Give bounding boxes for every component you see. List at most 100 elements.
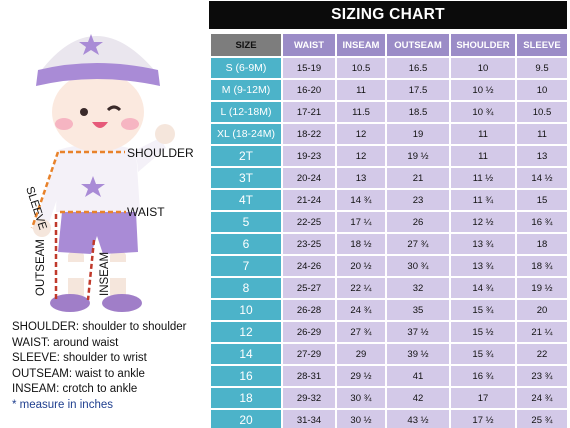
cell-sleeve: 13 [517,146,567,166]
cell-sleeve: 25 ¾ [517,410,567,428]
cell-inseam: 11.5 [337,102,385,122]
cell-size: 14 [211,344,281,364]
cell-size: 12 [211,322,281,342]
cell-inseam: 10.5 [337,58,385,78]
table-row: 20 31-34 30 ½ 43 ½ 17 ½ 25 ¾ [211,410,567,428]
cell-sleeve: 20 [517,300,567,320]
cell-shoulder: 13 ¾ [451,234,515,254]
head [36,36,160,152]
cell-size: 16 [211,366,281,386]
cap-star-icon [79,34,103,55]
header-inseam: INSEAM [337,34,385,56]
legend-inseam: INSEAM: crotch to ankle [12,383,138,395]
table-body: S (6-9M) 15-19 10.5 16.5 10 9.5 M (9-12M) 16-20… [211,58,567,428]
cell-inseam: 18 ½ [337,234,385,254]
table-row: M (9-12M) 16-20 11 17.5 10 ½ 10 [211,80,567,100]
cell-sleeve: 10 [517,80,567,100]
cell-shoulder: 11 [451,146,515,166]
table-row: 6 23-25 18 ½ 27 ¾ 13 ¾ 18 [211,234,567,254]
cell-sleeve: 23 ¾ [517,366,567,386]
table-row: S (6-9M) 15-19 10.5 16.5 10 9.5 [211,58,567,78]
cell-waist: 19-23 [283,146,335,166]
cell-size: M (9-12M) [211,80,281,100]
cell-waist: 25-27 [283,278,335,298]
sizing-chart-title: SIZING CHART [209,1,567,29]
table-row: 12 26-29 27 ¾ 37 ½ 15 ½ 21 ¼ [211,322,567,342]
cell-shoulder: 15 ½ [451,322,515,342]
cell-waist: 20-24 [283,168,335,188]
header-sleeve: SLEEVE [517,34,567,56]
table-row: 2T 19-23 12 19 ½ 11 13 [211,146,567,166]
cell-size: 3T [211,168,281,188]
cell-shoulder: 17 ½ [451,410,515,428]
cell-shoulder: 17 [451,388,515,408]
cell-shoulder: 15 ¾ [451,344,515,364]
table-row: 3T 20-24 13 21 11 ½ 14 ½ [211,168,567,188]
header-waist: WAIST [283,34,335,56]
cell-shoulder: 16 ¾ [451,366,515,386]
table-row: XL (18-24M) 18-22 12 19 11 11 [211,124,567,144]
table-row: 10 26-28 24 ¾ 35 15 ¾ 20 [211,300,567,320]
table-row: 5 22-25 17 ¼ 26 12 ½ 16 ¾ [211,212,567,232]
cell-inseam: 14 ¾ [337,190,385,210]
cell-sleeve: 19 ½ [517,278,567,298]
cell-outseam: 17.5 [387,80,449,100]
cell-outseam: 23 [387,190,449,210]
legend-outseam: OUTSEAM: waist to ankle [12,367,145,380]
cell-sleeve: 15 [517,190,567,210]
shirt-star-icon [81,176,105,197]
cell-inseam: 13 [337,168,385,188]
cell-sleeve: 10.5 [517,102,567,122]
measure-lines [30,150,126,302]
inseam-line [86,239,96,301]
table-row: 16 28-31 29 ½ 41 16 ¾ 23 ¾ [211,366,567,386]
cell-sleeve: 16 ¾ [517,212,567,232]
cell-size: 8 [211,278,281,298]
cell-inseam: 11 [337,80,385,100]
cell-shoulder: 10 [451,58,515,78]
cell-outseam: 30 ¾ [387,256,449,276]
cell-size: 10 [211,300,281,320]
legend-shoulder: SHOULDER: shoulder to shoulder [12,321,187,333]
cell-shoulder: 10 ½ [451,80,515,100]
cell-size: 20 [211,410,281,428]
cell-size: L (12-18M) [211,102,281,122]
cell-outseam: 18.5 [387,102,449,122]
waist-label: WAIST [127,205,165,219]
cell-inseam: 24 ¾ [337,300,385,320]
cell-waist: 16-20 [283,80,335,100]
outseam-label: OUTSEAM [35,239,47,296]
cell-outseam: 37 ½ [387,322,449,342]
cell-outseam: 19 [387,124,449,144]
cell-waist: 21-24 [283,190,335,210]
cell-inseam: 27 ¾ [337,322,385,342]
cell-inseam: 12 [337,124,385,144]
inseam-label: INSEAM [99,252,111,296]
cell-sleeve: 22 [517,344,567,364]
cell-size: 5 [211,212,281,232]
cell-waist: 26-29 [283,322,335,342]
cell-inseam: 12 [337,146,385,166]
cell-waist: 22-25 [283,212,335,232]
header-shoulder: SHOULDER [451,34,515,56]
legs [50,252,142,312]
cell-size: 7 [211,256,281,276]
cell-shoulder: 13 ¾ [451,256,515,276]
cell-shoulder: 10 ¾ [451,102,515,122]
cell-waist: 15-19 [283,58,335,78]
cell-waist: 31-34 [283,410,335,428]
cell-waist: 24-26 [283,256,335,276]
table-row: 4T 21-24 14 ¾ 23 11 ¾ 15 [211,190,567,210]
cell-size: S (6-9M) [211,58,281,78]
cell-size: 2T [211,146,281,166]
table-row: 14 27-29 29 39 ½ 15 ¾ 22 [211,344,567,364]
cell-shoulder: 14 ¾ [451,278,515,298]
cell-waist: 18-22 [283,124,335,144]
cell-shoulder: 11 ½ [451,168,515,188]
cell-size: XL (18-24M) [211,124,281,144]
cell-outseam: 39 ½ [387,344,449,364]
cell-waist: 28-31 [283,366,335,386]
cell-waist: 17-21 [283,102,335,122]
cell-outseam: 21 [387,168,449,188]
cell-inseam: 29 ½ [337,366,385,386]
